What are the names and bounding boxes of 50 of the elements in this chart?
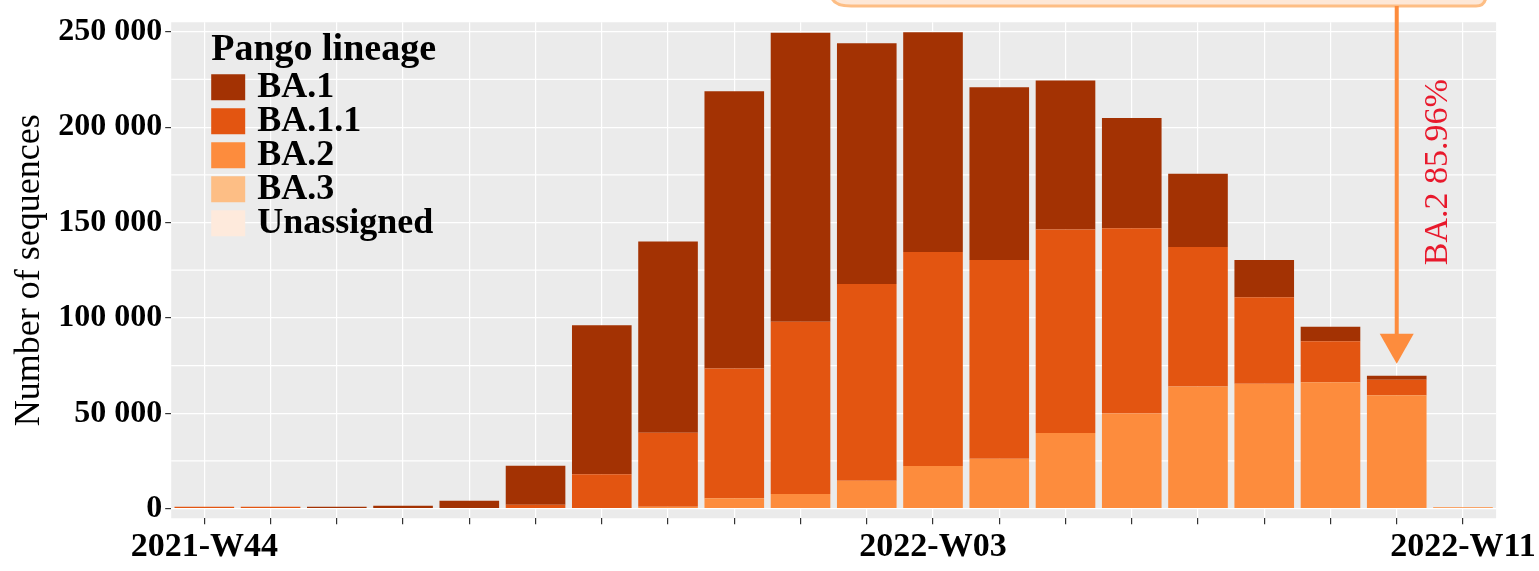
bar bbox=[439, 500, 500, 509]
bar bbox=[1168, 173, 1228, 247]
bar bbox=[638, 432, 698, 507]
bar bbox=[638, 241, 698, 433]
bar bbox=[1101, 117, 1162, 229]
bar bbox=[1234, 297, 1295, 384]
bar bbox=[770, 32, 831, 322]
bar bbox=[571, 474, 632, 509]
x-tick-label: 2022-W03 bbox=[859, 526, 1007, 564]
bar bbox=[836, 480, 897, 509]
bar bbox=[704, 368, 765, 499]
bar bbox=[1168, 386, 1228, 509]
bar bbox=[836, 283, 897, 481]
bar bbox=[903, 252, 963, 467]
annotation: BA.2 85.96% bbox=[1417, 79, 1455, 266]
bar bbox=[1234, 260, 1295, 298]
y-tick-label: 250 000 bbox=[58, 11, 163, 47]
x-tick-label: 2021-W44 bbox=[130, 526, 278, 564]
bar bbox=[1035, 80, 1096, 230]
bar bbox=[903, 466, 963, 509]
bar bbox=[704, 91, 765, 369]
y-tick-label: 200 000 bbox=[58, 106, 163, 143]
bar bbox=[571, 325, 632, 475]
bar bbox=[969, 260, 1030, 459]
bar bbox=[1300, 326, 1361, 342]
bar bbox=[770, 493, 831, 509]
bar bbox=[1035, 433, 1096, 509]
bar bbox=[969, 458, 1030, 509]
bar bbox=[1366, 395, 1427, 509]
bar bbox=[1035, 229, 1096, 434]
y-tick-label: 150 000 bbox=[58, 201, 163, 238]
bar bbox=[1366, 379, 1427, 396]
bar bbox=[704, 498, 765, 509]
bar bbox=[770, 321, 831, 494]
bar bbox=[1101, 413, 1162, 509]
bar bbox=[1366, 375, 1427, 380]
bar bbox=[1101, 228, 1162, 414]
y-tick-label: 100 000 bbox=[58, 297, 163, 334]
bar bbox=[903, 32, 963, 253]
y-axis-title: Number of sequences bbox=[7, 114, 48, 427]
bar bbox=[969, 87, 1030, 261]
bar bbox=[1168, 246, 1228, 387]
y-tick-label: 50 000 bbox=[74, 392, 163, 429]
bar bbox=[1300, 382, 1361, 509]
bar bbox=[505, 465, 566, 505]
bar bbox=[1234, 383, 1295, 509]
x-tick-label: 2022-W11 bbox=[1390, 526, 1536, 564]
y-tick-label: 0 bbox=[146, 487, 163, 524]
bar bbox=[1300, 341, 1361, 383]
bar bbox=[836, 43, 897, 284]
